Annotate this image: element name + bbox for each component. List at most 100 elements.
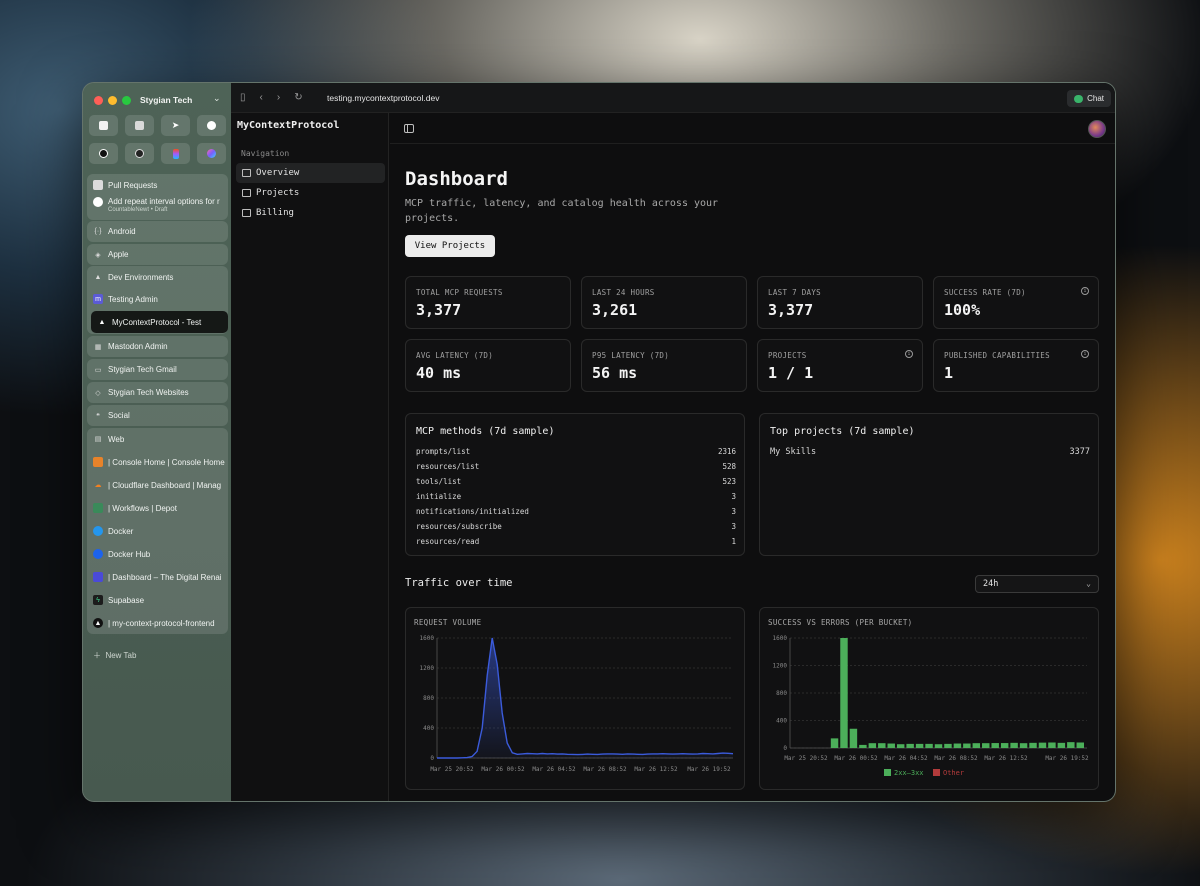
range-select[interactable]: 24h ⌄ bbox=[975, 575, 1099, 593]
bar bbox=[859, 744, 867, 748]
github-icon[interactable] bbox=[197, 115, 226, 136]
tab-testing-admin[interactable]: m Testing Admin bbox=[87, 288, 228, 310]
triangle-icon: ▲ bbox=[94, 273, 102, 281]
app-brand[interactable]: MyContextProtocol bbox=[237, 120, 340, 131]
arc-icon[interactable] bbox=[197, 143, 226, 164]
method-name: resources/list bbox=[416, 462, 480, 471]
tab-pull-requests[interactable]: Pull Requests bbox=[87, 174, 228, 196]
bar bbox=[830, 738, 839, 748]
dashboard-icon bbox=[93, 572, 103, 582]
bar bbox=[840, 638, 848, 748]
bar bbox=[1076, 742, 1084, 748]
tab-frontend[interactable]: ▲ | my-context-protocol-frontend bbox=[93, 618, 215, 628]
bar bbox=[1038, 742, 1047, 748]
tab-digital-renaissance[interactable]: | Dashboard – The Digital Renai bbox=[87, 566, 228, 588]
tab-cloudflare[interactable]: ☁ | Cloudflare Dashboard | Manag bbox=[94, 480, 222, 490]
chart-title: REQUEST VOLUME bbox=[414, 618, 482, 627]
address-bar[interactable]: testing.mycontextprotocol.dev bbox=[327, 93, 440, 103]
tab-supabase[interactable]: ϟ Supabase bbox=[87, 589, 228, 611]
circle-icon[interactable] bbox=[89, 143, 118, 164]
area-fill bbox=[437, 638, 733, 758]
bar bbox=[1057, 742, 1066, 748]
layers-icon: ◈ bbox=[95, 251, 101, 259]
nav-overview[interactable]: Overview bbox=[236, 163, 385, 183]
legend-swatch bbox=[884, 769, 891, 776]
browser-main: ▯ ‹ › ↻ testing.mycontextprotocol.dev Ch… bbox=[231, 83, 1115, 801]
bar bbox=[1029, 742, 1037, 748]
github-icon bbox=[93, 197, 103, 207]
tab-workflows-depot[interactable]: | Workflows | Depot bbox=[87, 497, 228, 519]
figma-icon[interactable] bbox=[161, 143, 190, 164]
reload-icon[interactable]: ↻ bbox=[294, 92, 303, 103]
info-icon[interactable]: i bbox=[905, 350, 913, 358]
notion-icon[interactable] bbox=[89, 115, 118, 136]
openai-icon[interactable] bbox=[125, 143, 154, 164]
tab-android[interactable]: {·} Android bbox=[94, 227, 136, 236]
sidebar-toggle-icon[interactable]: ▯ bbox=[240, 92, 246, 103]
list-item: tools/list 523 bbox=[416, 477, 736, 486]
tab-docker-hub[interactable]: Docker Hub bbox=[87, 543, 228, 565]
quote-icon: ❝ bbox=[96, 412, 100, 420]
tab-stygian-websites[interactable]: ◇ Stygian Tech Websites bbox=[87, 382, 228, 403]
triangle-icon: ▲ bbox=[98, 318, 106, 326]
tab-apple[interactable]: ◈ Apple bbox=[87, 244, 228, 265]
minimize-window-button[interactable] bbox=[108, 96, 117, 105]
tab-mastodon-admin[interactable]: ▦ Mastodon Admin bbox=[94, 342, 168, 351]
method-count: 2316 bbox=[717, 447, 736, 456]
method-name: notifications/initialized bbox=[416, 507, 529, 516]
inbox-icon: ▭ bbox=[94, 366, 102, 374]
forward-icon[interactable]: › bbox=[276, 92, 281, 103]
mastodon-icon: m bbox=[93, 294, 103, 304]
x-tick-label: Mar 26 00:52 bbox=[834, 755, 878, 762]
bar bbox=[972, 743, 981, 748]
browser-window: Stygian Tech ⌄ ➤ Pull Requests Add repea… bbox=[82, 82, 1116, 802]
close-window-button[interactable] bbox=[94, 96, 103, 105]
info-icon[interactable]: i bbox=[1081, 287, 1089, 295]
bar bbox=[896, 744, 905, 748]
tab-dev-environments[interactable]: ▲ Dev Environments bbox=[94, 272, 174, 282]
nav-projects[interactable]: Projects bbox=[236, 183, 385, 203]
tab-stygian-gmail[interactable]: ▭ Stygian Tech Gmail bbox=[94, 365, 177, 374]
nav-billing[interactable]: Billing bbox=[236, 203, 385, 223]
legend-label: Other bbox=[943, 769, 964, 777]
window-controls bbox=[94, 96, 131, 105]
back-icon[interactable]: ‹ bbox=[259, 92, 263, 103]
app-sidebar: MyContextProtocol Navigation Overview Pr… bbox=[231, 113, 389, 801]
new-tab-button[interactable]: ＋ New Tab bbox=[93, 651, 137, 660]
main-content: Dashboard MCP traffic, latency, and cata… bbox=[390, 113, 1115, 801]
bar bbox=[906, 743, 914, 748]
bar bbox=[934, 744, 943, 748]
tab-group-apple: ◈ Apple bbox=[87, 244, 228, 265]
view-projects-button[interactable]: View Projects bbox=[405, 235, 495, 257]
list-item[interactable]: My Skills 3377 bbox=[770, 447, 1090, 457]
chevron-down-icon[interactable]: ⌄ bbox=[213, 93, 221, 103]
tag-icon: ◇ bbox=[95, 389, 101, 397]
folder-icon bbox=[93, 180, 103, 190]
chat-button[interactable]: Chat bbox=[1067, 90, 1111, 107]
calendar-icon[interactable] bbox=[125, 115, 154, 136]
tab-pr[interactable]: Add repeat interval options for r Counta… bbox=[87, 194, 228, 218]
x-tick-label: Mar 25 20:52 bbox=[430, 766, 474, 773]
stat-card: AVG LATENCY (7D) 40 ms bbox=[405, 339, 571, 392]
list-item: resources/read 1 bbox=[416, 537, 736, 546]
legend-swatch bbox=[933, 769, 940, 776]
document-icon: ▤ bbox=[94, 436, 102, 443]
tab-web[interactable]: ▤ Web bbox=[94, 434, 125, 444]
workspace-title[interactable]: Stygian Tech bbox=[140, 95, 193, 105]
tab-mycontextprotocol-test[interactable]: ▲ MyContextProtocol - Test bbox=[91, 311, 228, 333]
send-icon[interactable]: ➤ bbox=[161, 115, 190, 136]
tab-docker[interactable]: Docker bbox=[87, 520, 228, 542]
stat-card: LAST 24 HOURS 3,261 bbox=[581, 276, 747, 329]
request-volume-chart: 0 400 800 1200 1600 Mar 25 20:52 Mar 26 00:52 M… bbox=[420, 635, 734, 773]
avatar[interactable] bbox=[1088, 120, 1106, 138]
sidebar-toggle-icon[interactable] bbox=[404, 124, 414, 133]
stat-card: P95 LATENCY (7D) 56 ms bbox=[581, 339, 747, 392]
tab-group-social: ❝ Social bbox=[87, 405, 228, 426]
maximize-window-button[interactable] bbox=[122, 96, 131, 105]
y-tick-label: 0 bbox=[783, 745, 787, 752]
info-icon[interactable]: i bbox=[1081, 350, 1089, 358]
tab-social[interactable]: ❝ Social bbox=[87, 405, 228, 426]
y-tick-label: 0 bbox=[430, 755, 434, 762]
tab-console-home[interactable]: | Console Home | Console Home bbox=[87, 451, 228, 473]
list-item: resources/list 528 bbox=[416, 462, 736, 471]
